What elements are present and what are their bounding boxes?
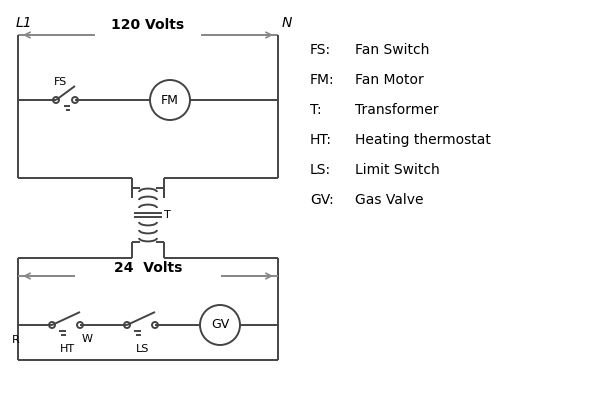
- Text: T: T: [164, 210, 171, 220]
- Text: LS:: LS:: [310, 163, 331, 177]
- Circle shape: [150, 80, 190, 120]
- Text: T:: T:: [310, 103, 322, 117]
- Text: Limit Switch: Limit Switch: [355, 163, 440, 177]
- Text: FM:: FM:: [310, 73, 335, 87]
- Text: Transformer: Transformer: [355, 103, 438, 117]
- Text: Fan Switch: Fan Switch: [355, 43, 430, 57]
- Text: R: R: [12, 335, 20, 345]
- Text: Heating thermostat: Heating thermostat: [355, 133, 491, 147]
- Text: Gas Valve: Gas Valve: [355, 193, 424, 207]
- Text: N: N: [282, 16, 293, 30]
- Text: 24  Volts: 24 Volts: [114, 261, 182, 275]
- Text: FS:: FS:: [310, 43, 331, 57]
- Text: L1: L1: [16, 16, 32, 30]
- Text: HT: HT: [60, 344, 75, 354]
- Circle shape: [200, 305, 240, 345]
- Text: Fan Motor: Fan Motor: [355, 73, 424, 87]
- Text: 120 Volts: 120 Volts: [112, 18, 185, 32]
- Text: LS: LS: [136, 344, 149, 354]
- Text: FM: FM: [161, 94, 179, 106]
- Text: FS: FS: [54, 77, 67, 87]
- Text: GV: GV: [211, 318, 229, 332]
- Text: GV:: GV:: [310, 193, 334, 207]
- Text: HT:: HT:: [310, 133, 332, 147]
- Text: W: W: [82, 334, 93, 344]
